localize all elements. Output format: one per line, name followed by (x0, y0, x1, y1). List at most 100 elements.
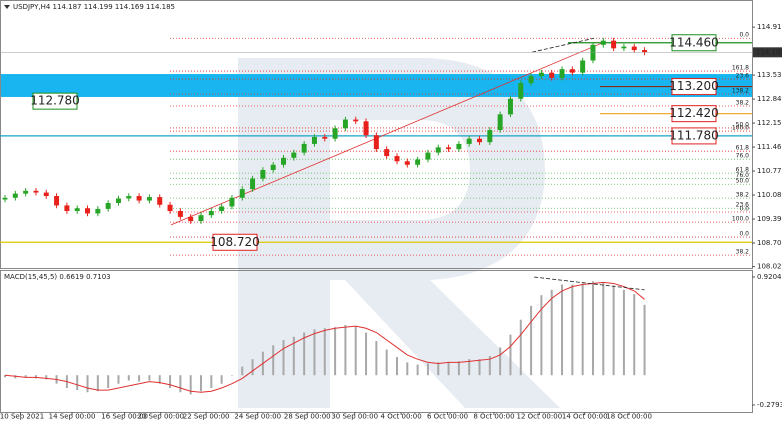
level-box (32, 92, 78, 110)
candle-body (281, 157, 287, 165)
candle-body (518, 83, 524, 99)
candle-body (136, 196, 142, 201)
macd-bar (251, 359, 254, 376)
macd-bar (210, 375, 213, 388)
candle-body (425, 152, 431, 160)
macd-bar (437, 362, 440, 376)
fib-label: 50.0 (736, 178, 750, 185)
macd-bar (272, 345, 275, 376)
fib-label: 38.2 (736, 100, 750, 107)
y-tick-label: 108.020 (757, 263, 782, 271)
y-tick-label: 108.700 (757, 239, 782, 247)
candle-body (549, 72, 555, 78)
x-tick-label: 30 Sep 00:00 (331, 413, 378, 421)
macd-bar (530, 305, 533, 376)
fib-label: 38.2 (736, 192, 750, 199)
macd-bar (169, 375, 172, 388)
candle-body (456, 143, 462, 150)
fib-label: 50.0 (736, 121, 750, 128)
macd-bar (375, 341, 378, 376)
level-label: 113.200 (669, 79, 719, 93)
macd-bar (406, 362, 409, 376)
y-tick-label: 111.460 (757, 143, 782, 151)
candle-body (353, 119, 359, 122)
x-tick-label: 22 Sep 00:00 (183, 413, 230, 421)
macd-bar (457, 361, 460, 376)
macd-trendline (534, 276, 645, 291)
candle-body (507, 98, 513, 115)
macd-bar (468, 359, 471, 376)
macd-bar (571, 284, 574, 376)
candle-body (466, 138, 472, 144)
menu-arrow (4, 5, 10, 9)
fib-label: 76.0 (736, 153, 750, 160)
y-tick-label: 114.910 (757, 23, 782, 31)
zone-band (1, 74, 752, 97)
candle-body (250, 178, 256, 190)
macd-bar (385, 349, 388, 376)
candle-body (219, 206, 225, 211)
candle-body (157, 197, 163, 205)
macd-bar (45, 375, 48, 380)
current-price-label: 114.185 (756, 48, 782, 56)
candle-body (580, 60, 586, 73)
candle-body (177, 210, 183, 217)
macd-bar (34, 375, 37, 379)
macd-bar (643, 304, 646, 376)
fib-label: 0.0 (739, 231, 749, 238)
candle-body (322, 136, 328, 139)
candle-body (188, 216, 194, 222)
macd-bar (199, 375, 202, 392)
level-label: 112.420 (669, 106, 719, 120)
x-tick-label: 16 Sep 00:00 (101, 413, 148, 421)
level-box (671, 127, 717, 145)
watermark-bowl (330, 58, 560, 408)
macd-bar (334, 327, 337, 376)
candle-body (95, 208, 101, 214)
candle-body (198, 215, 204, 222)
candle-body (301, 143, 307, 153)
candle-body (239, 189, 245, 198)
level-label: 112.780 (30, 94, 80, 108)
candle-body (105, 202, 111, 209)
macd-bar (24, 375, 27, 378)
macd-bar (241, 366, 244, 376)
macd-bar (117, 375, 120, 384)
candle-body (569, 69, 575, 73)
candle-body (497, 114, 503, 131)
level-box (671, 78, 717, 96)
macd-bar (220, 375, 223, 384)
macd-bar (107, 375, 110, 388)
x-tick-label: 6 Oct 00:00 (427, 413, 468, 421)
candle-body (631, 46, 637, 51)
macd-bar (189, 375, 192, 395)
macd-bar (323, 328, 326, 376)
candle-body (43, 192, 49, 197)
macd-y-tick-label: 0.9204 (757, 273, 782, 281)
candle-body (260, 169, 266, 179)
x-tick-label: 14 Sep 00:00 (49, 413, 96, 421)
macd-signal (4, 281, 645, 393)
y-tick-label: 110.080 (757, 191, 782, 199)
macd-bar (230, 375, 233, 376)
macd-bar (96, 375, 99, 392)
fib-label: 61.8 (736, 145, 750, 152)
candle-body (384, 149, 390, 157)
y-tick-label: 109.390 (757, 215, 782, 223)
candle-body (208, 210, 214, 216)
candle-body (291, 152, 297, 158)
macd-bar (127, 375, 130, 381)
x-tick-label: 4 Oct 00:00 (381, 413, 422, 421)
macd-bar (344, 325, 347, 376)
candle-body (2, 197, 8, 200)
candle-body (611, 40, 617, 49)
x-tick-label: 14 Oct 00:00 (562, 413, 608, 421)
candle-body (446, 147, 452, 150)
candle-body (12, 193, 18, 198)
macd-bar (354, 326, 357, 376)
candle-body (311, 136, 317, 144)
candle-body (642, 50, 648, 53)
x-tick-label: 28 Sep 00:00 (284, 413, 331, 421)
macd-y-tick-label: -0.2793 (757, 401, 782, 409)
